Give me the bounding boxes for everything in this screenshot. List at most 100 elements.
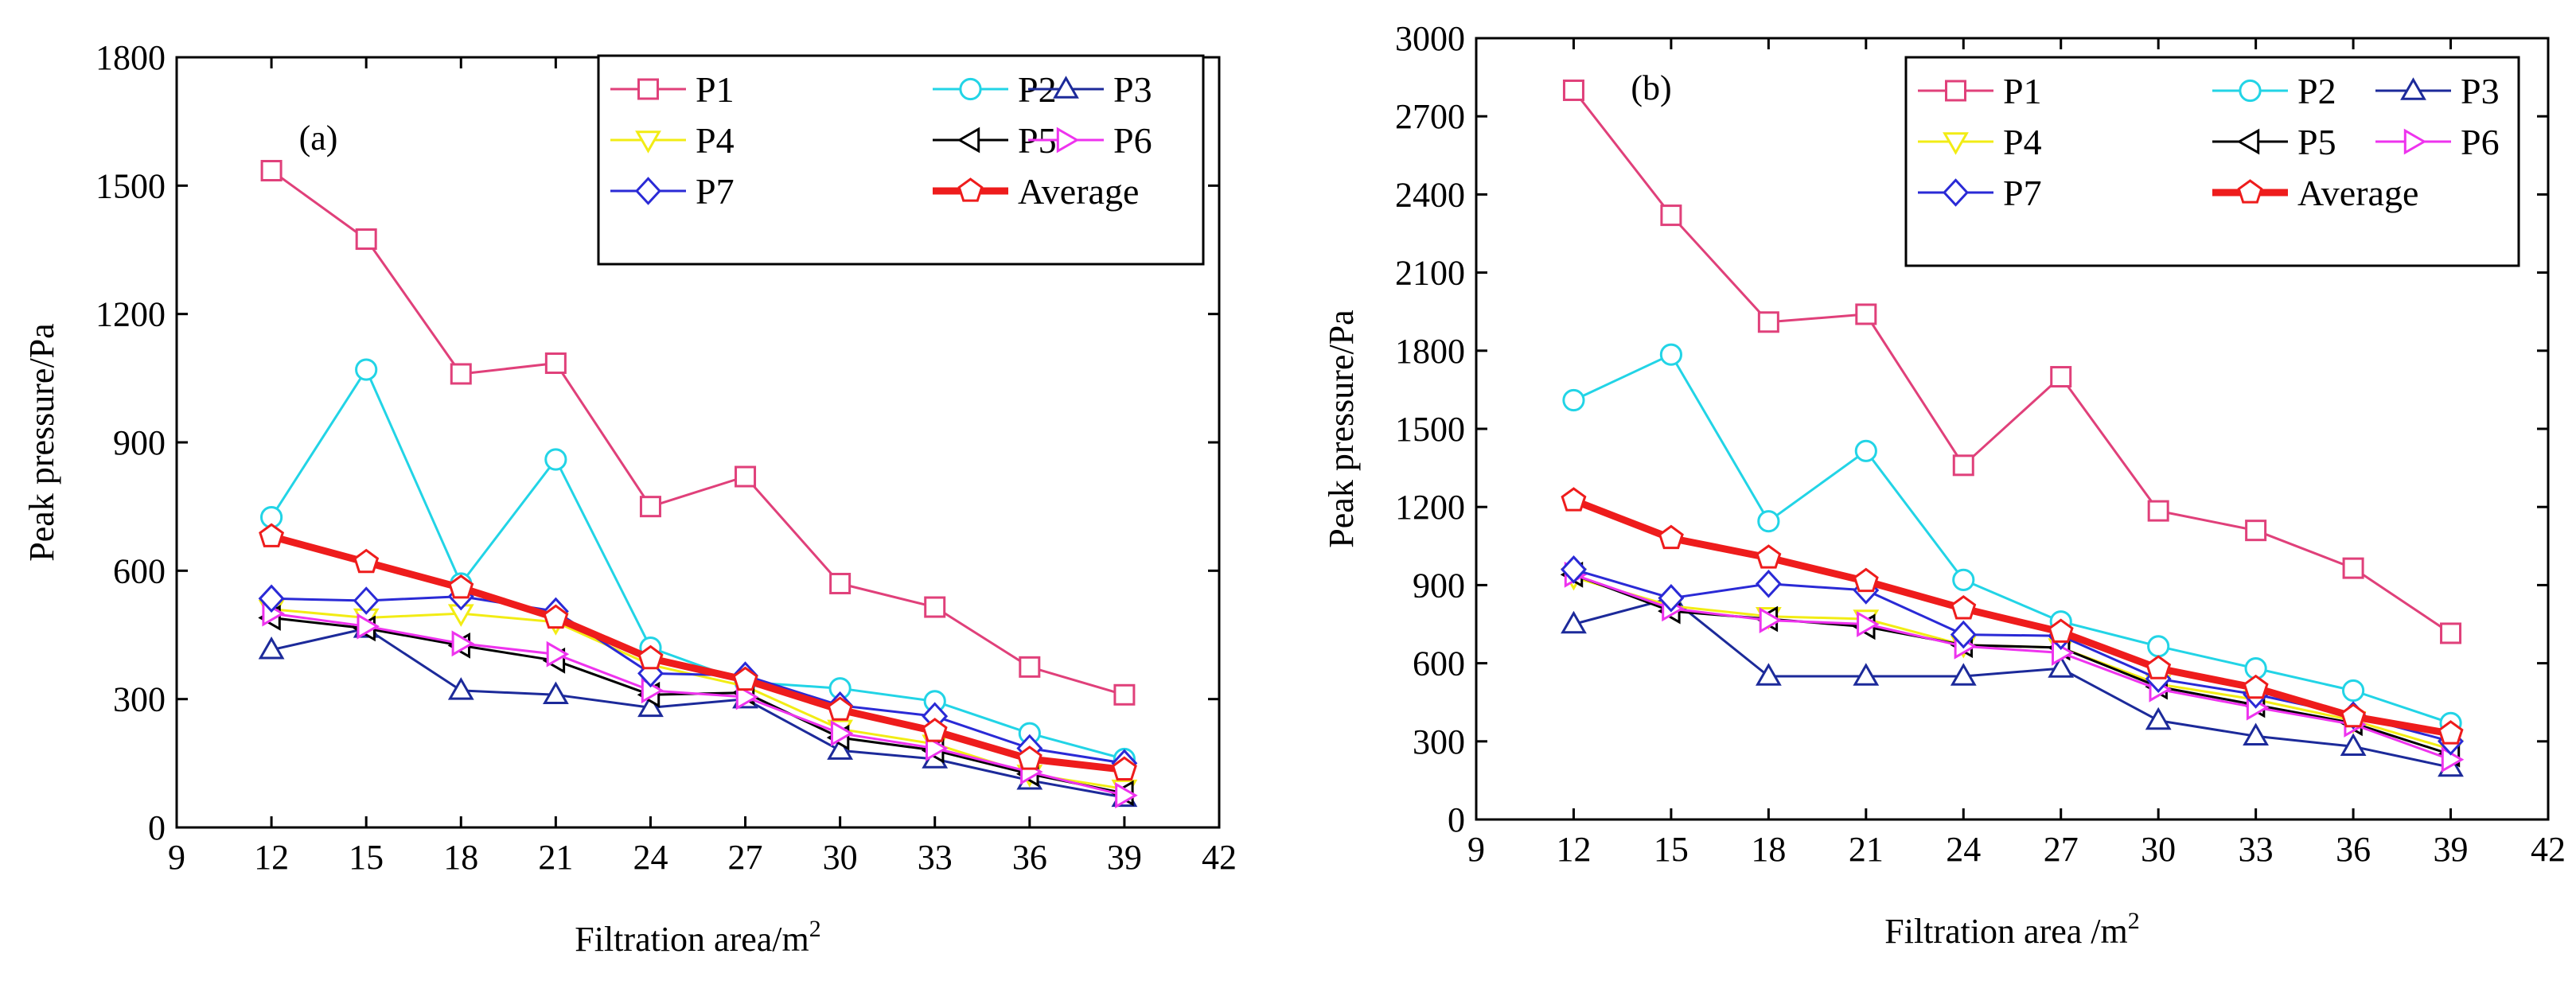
y-tick-label: 1200 — [95, 295, 166, 334]
series-p3 — [258, 615, 1138, 808]
legend-label: P1 — [696, 69, 735, 110]
data-point — [2438, 720, 2464, 745]
series-p2 — [1562, 343, 2462, 734]
legend-marker — [1945, 80, 1966, 102]
legend-box — [597, 54, 1205, 266]
data-point — [258, 636, 285, 660]
legend-label: P3 — [2461, 71, 2500, 111]
data-point — [544, 352, 567, 375]
x-tick-label: 18 — [1751, 830, 1786, 869]
series-p7 — [1561, 555, 2464, 756]
legend-label: Average — [2297, 173, 2418, 213]
x-axis-label: Filtration area /m2 — [1884, 908, 2139, 951]
data-point — [258, 584, 285, 613]
y-tick-label: 0 — [1448, 800, 1465, 839]
data-point — [2048, 655, 2075, 678]
series-line — [271, 595, 1125, 765]
data-point — [637, 644, 664, 670]
data-point — [2147, 500, 2169, 522]
series-p1 — [260, 160, 1136, 706]
x-tick-label: 42 — [2531, 830, 2566, 869]
legend-label: P2 — [2297, 71, 2336, 111]
data-point — [2341, 679, 2365, 703]
legend-marker — [2237, 179, 2263, 204]
legend-entry-p1: P1 — [1918, 71, 2042, 111]
series-line — [270, 368, 1125, 761]
legend-entry-average: Average — [2212, 173, 2418, 213]
legend-label: P6 — [2461, 122, 2500, 162]
data-point — [259, 523, 285, 547]
series-p3 — [1561, 584, 2464, 777]
legend-entry-average: Average — [933, 171, 1139, 212]
y-tick-label: 1800 — [1395, 332, 1465, 371]
series-line — [271, 617, 1125, 795]
data-point — [447, 677, 474, 700]
data-point — [448, 574, 474, 599]
data-point — [926, 735, 949, 761]
legend-label: P3 — [1113, 69, 1152, 110]
data-point — [544, 448, 567, 471]
data-point — [2145, 707, 2172, 730]
data-point — [2243, 674, 2269, 699]
data-point — [2440, 622, 2462, 644]
data-point — [353, 548, 380, 574]
legend-label: Average — [1018, 171, 1139, 212]
data-point — [1019, 656, 1041, 678]
legend-marker — [637, 78, 659, 100]
data-point — [1853, 663, 1880, 686]
series-average — [259, 523, 1137, 781]
data-point — [2245, 520, 2267, 542]
legend-marker — [959, 77, 982, 101]
legend-entry-p6: P6 — [2375, 122, 2500, 162]
data-point — [2342, 557, 2364, 579]
series-line — [271, 627, 1125, 799]
data-point — [357, 613, 380, 640]
series-line — [1572, 496, 2452, 738]
data-point — [353, 586, 380, 615]
data-point — [1658, 524, 1684, 550]
data-point — [543, 681, 569, 704]
x-tick-label: 33 — [918, 838, 953, 877]
data-point — [1561, 610, 1587, 634]
x-axis-label: Filtration area/m2 — [575, 916, 820, 959]
series-line — [1573, 576, 2451, 751]
x-tick-label: 15 — [1654, 830, 1689, 869]
y-tick-label: 0 — [148, 808, 166, 847]
data-point — [1853, 567, 1879, 593]
series-p7 — [258, 582, 1138, 778]
data-point — [1855, 303, 1877, 325]
legend-entry-p7: P7 — [1918, 173, 2042, 213]
x-tick-label: 39 — [2434, 830, 2469, 869]
data-point — [1660, 204, 1682, 227]
data-point — [1759, 607, 1783, 633]
x-tick-label: 36 — [1012, 838, 1047, 877]
x-tick-label: 9 — [1467, 830, 1485, 869]
data-point — [924, 596, 946, 618]
series-line — [1572, 89, 2452, 635]
x-tick-label: 30 — [823, 838, 858, 877]
series-line — [270, 532, 1125, 773]
legend-marker — [1056, 127, 1080, 154]
data-point — [639, 496, 661, 518]
legend-marker — [2400, 77, 2426, 100]
data-point — [1952, 454, 1974, 477]
legend-marker — [2403, 128, 2427, 155]
legend-marker — [1943, 178, 1969, 207]
series-p4 — [1561, 567, 2464, 763]
data-point — [543, 604, 569, 629]
legend-entry-p3: P3 — [2375, 71, 2500, 111]
x-tick-label: 36 — [2336, 830, 2371, 869]
data-point — [1757, 311, 1779, 333]
x-tick-label: 18 — [443, 838, 478, 877]
data-point — [2145, 655, 2172, 679]
legend-label: P7 — [2003, 173, 2042, 213]
series-line — [1573, 597, 2451, 769]
legend-marker — [957, 127, 980, 154]
legend-marker — [957, 177, 984, 202]
y-tick-label: 1200 — [1395, 488, 1465, 527]
data-point — [260, 160, 283, 182]
legend-entry-p4: P4 — [610, 120, 735, 161]
x-tick-label: 27 — [728, 838, 763, 877]
data-point — [827, 737, 853, 760]
